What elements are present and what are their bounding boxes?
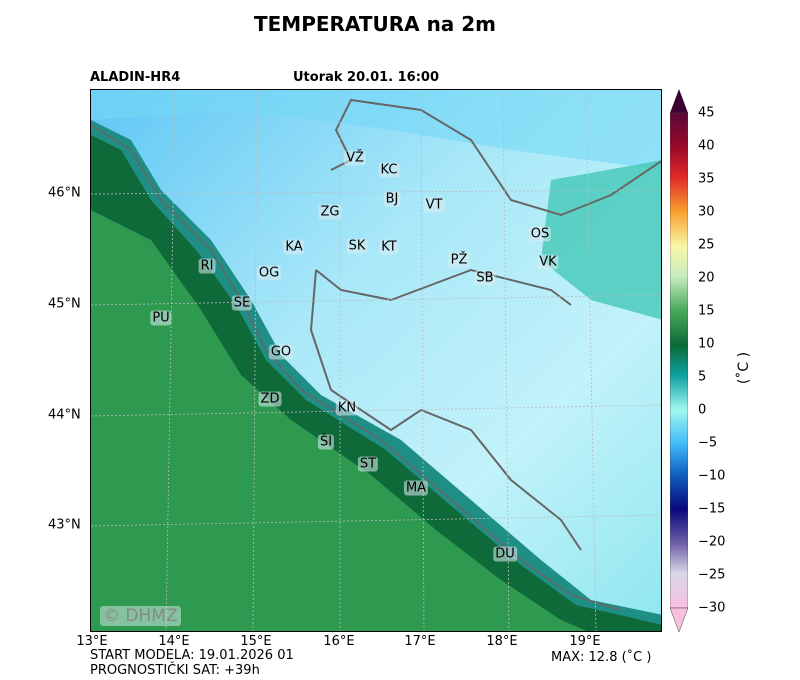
city-label: KN — [335, 400, 359, 416]
city-label: KT — [379, 239, 399, 255]
longitude-label: 14°E — [158, 634, 190, 649]
graticule — [91, 90, 661, 631]
city-label: ZG — [318, 204, 342, 220]
city-label: RI — [198, 258, 216, 274]
city-label: MA — [403, 480, 429, 496]
colorbar-tick: 45 — [698, 105, 715, 121]
city-label: GO — [268, 344, 294, 360]
city-label: ST — [357, 456, 379, 472]
north-field — [91, 90, 661, 170]
city-label: PŽ — [448, 252, 470, 268]
map-title: TEMPERATURA na 2m — [253, 12, 497, 36]
city-label: VŽ — [344, 150, 366, 166]
city-label: SK — [346, 238, 368, 254]
city-label: KA — [283, 239, 305, 255]
temperature-map — [90, 89, 662, 632]
max-temperature: MAX: 12.8 (˚C ) — [551, 650, 652, 665]
city-label: KC — [378, 162, 400, 178]
model-start: START MODELA: 19.01.2026 01 — [90, 648, 294, 663]
longitude-label: 15°E — [240, 634, 272, 649]
longitude-label: 17°E — [404, 634, 436, 649]
city-label: OS — [528, 226, 552, 242]
colorbar-tick: −30 — [698, 600, 726, 616]
colorbar-tick: −20 — [698, 534, 726, 550]
forecast-hour: PROGNOSTIČKI SAT: +39h — [90, 663, 260, 678]
longitude-label: 13°E — [76, 634, 108, 649]
colorbar-unit: (˚C ) — [736, 351, 753, 385]
colorbar-max-extend — [670, 89, 688, 113]
model-name: ALADIN-HR4 — [90, 70, 181, 85]
longitude-label: 19°E — [569, 634, 601, 649]
colorbar-tick: 40 — [698, 138, 715, 154]
city-label: VK — [537, 254, 559, 270]
colorbar-tick: 15 — [698, 303, 715, 319]
coastline — [91, 124, 622, 611]
city-label: DU — [493, 546, 517, 562]
colorbar-tick: 30 — [698, 204, 715, 220]
colorbar-min-extend — [670, 607, 688, 632]
colorbar-tick: −15 — [698, 501, 726, 517]
city-label: VT — [423, 197, 445, 213]
colorbar-tick: 35 — [698, 171, 715, 187]
city-label: OG — [256, 265, 282, 281]
colorbar-tick: −5 — [698, 435, 718, 451]
longitude-label: 16°E — [323, 634, 355, 649]
latitude-label: 43°N — [48, 517, 81, 533]
colorbar-tick: 25 — [698, 237, 715, 253]
colorbar-tick: −25 — [698, 567, 726, 583]
city-label: PU — [150, 310, 172, 326]
colorbar-scale — [670, 112, 688, 609]
latitude-label: 44°N — [48, 407, 81, 423]
city-label: ZD — [258, 391, 282, 407]
colorbar-tick: 10 — [698, 336, 715, 352]
colorbar-tick: 0 — [698, 402, 707, 418]
colorbar — [670, 89, 688, 632]
colorbar-tick: 5 — [698, 369, 707, 385]
colorbar-tick: 20 — [698, 270, 715, 286]
city-label: ŠI — [317, 434, 335, 450]
latitude-label: 46°N — [48, 185, 81, 201]
valid-time: Utorak 20.01. 16:00 — [293, 70, 440, 85]
longitude-label: 18°E — [486, 634, 518, 649]
map-field — [91, 90, 661, 631]
sea-field — [91, 210, 587, 631]
watermark: © DHMZ — [100, 606, 181, 626]
colorbar-tick: −10 — [698, 468, 726, 484]
latitude-label: 45°N — [48, 296, 81, 312]
border-lines — [309, 98, 661, 551]
city-label: SE — [231, 295, 253, 311]
east-warm-field — [541, 160, 661, 320]
city-label: SB — [474, 270, 496, 286]
city-label: BJ — [383, 191, 401, 207]
